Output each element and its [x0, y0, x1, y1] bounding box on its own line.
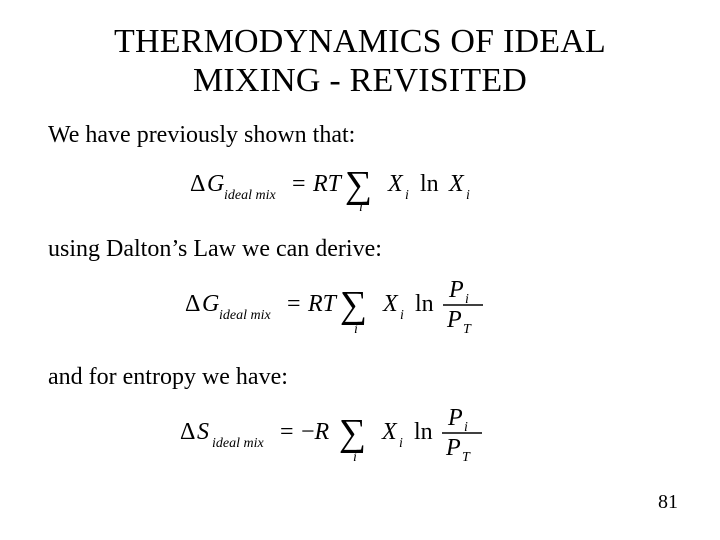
eq1-X2-sub: i	[466, 188, 470, 203]
eq3-delta: Δ	[180, 419, 195, 445]
paragraph-3: and for entropy we have:	[48, 364, 672, 391]
eq3-equals: =	[280, 419, 294, 445]
eq2-Pden: P	[446, 307, 462, 333]
paragraph-2: using Dalton’s Law we can derive:	[48, 236, 672, 263]
eq1-X1-sub: i	[405, 188, 409, 203]
eq3-sub: ideal mix	[212, 436, 264, 451]
title-line-1: THERMODYNAMICS OF IDEAL	[114, 23, 606, 60]
page-number: 81	[658, 491, 678, 514]
paragraph-1: We have previously shown that:	[48, 122, 672, 149]
eq2-Pnum: P	[448, 277, 464, 303]
eq3-minusR: −R	[301, 419, 330, 445]
eq1-delta: Δ	[190, 171, 205, 197]
eq3-Pnum: P	[447, 405, 463, 431]
eq2-X: X	[382, 291, 399, 317]
slide: THERMODYNAMICS OF IDEAL MIXING - REVISIT…	[0, 0, 720, 540]
eq2-delta: Δ	[185, 291, 200, 317]
slide-title: THERMODYNAMICS OF IDEAL MIXING - REVISIT…	[48, 22, 672, 100]
eq2-equals: =	[287, 291, 301, 317]
equation-1-svg: Δ G ideal mix = RT ∑ i X i ln X i	[190, 157, 530, 213]
eq3-sigma-sub: i	[353, 450, 357, 465]
eq3-Pden-sub: T	[462, 450, 471, 465]
eq3-Pden: P	[445, 435, 461, 461]
eq3-X: X	[381, 419, 398, 445]
eq2-Pden-sub: T	[463, 322, 472, 337]
eq2-RT: RT	[307, 291, 338, 317]
eq2-sigma-sub: i	[354, 322, 358, 337]
eq2-sub: ideal mix	[219, 308, 271, 323]
eq1-sigma-sub: i	[359, 200, 363, 213]
eq3-sigma: ∑	[339, 412, 366, 454]
equation-2: Δ G ideal mix = RT ∑ i X i ln P i P T	[48, 271, 672, 346]
eq3-X-sub: i	[399, 436, 403, 451]
eq1-equals: =	[292, 171, 306, 197]
eq3-S: S	[197, 419, 209, 445]
eq2-G: G	[202, 291, 219, 317]
eq2-ln: ln	[415, 291, 434, 317]
title-line-2: MIXING - REVISITED	[193, 62, 527, 99]
equation-3-svg: Δ S ideal mix = −R ∑ i X i ln P i P T	[180, 399, 540, 469]
eq3-ln: ln	[414, 419, 433, 445]
eq1-X2: X	[448, 171, 465, 197]
equation-2-svg: Δ G ideal mix = RT ∑ i X i ln P i P T	[185, 271, 535, 341]
equation-1: Δ G ideal mix = RT ∑ i X i ln X i	[48, 157, 672, 218]
eq1-ln: ln	[420, 171, 439, 197]
equation-3: Δ S ideal mix = −R ∑ i X i ln P i P T	[48, 399, 672, 474]
eq1-G: G	[207, 171, 224, 197]
eq1-X1: X	[387, 171, 404, 197]
eq2-sigma: ∑	[340, 284, 367, 326]
eq1-sub: ideal mix	[224, 188, 276, 203]
eq1-RT: RT	[312, 171, 343, 197]
eq2-X-sub: i	[400, 308, 404, 323]
